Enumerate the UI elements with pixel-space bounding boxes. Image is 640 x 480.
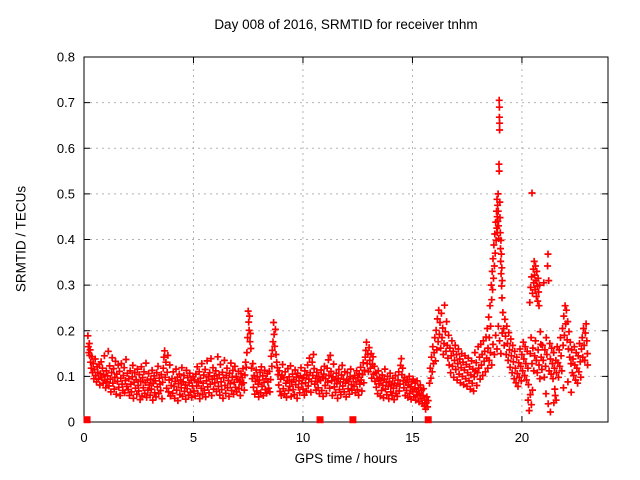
svg-text:5: 5 bbox=[190, 430, 197, 445]
x-axis-label: GPS time / hours bbox=[294, 451, 398, 466]
svg-text:0.4: 0.4 bbox=[57, 232, 75, 247]
svg-text:0.8: 0.8 bbox=[57, 50, 75, 65]
svg-text:10: 10 bbox=[296, 430, 310, 445]
chart-title: Day 008 of 2016, SRMTID for receiver tnh… bbox=[214, 17, 478, 32]
svg-text:0: 0 bbox=[80, 430, 87, 445]
svg-text:0: 0 bbox=[68, 415, 75, 430]
svg-text:0.7: 0.7 bbox=[57, 95, 75, 110]
svg-text:15: 15 bbox=[405, 430, 419, 445]
svg-text:0.3: 0.3 bbox=[57, 278, 75, 293]
svg-text:20: 20 bbox=[515, 430, 529, 445]
svg-text:0.1: 0.1 bbox=[57, 369, 75, 384]
svg-text:0.6: 0.6 bbox=[57, 141, 75, 156]
svg-text:0.2: 0.2 bbox=[57, 323, 75, 338]
svg-text:0.5: 0.5 bbox=[57, 186, 75, 201]
